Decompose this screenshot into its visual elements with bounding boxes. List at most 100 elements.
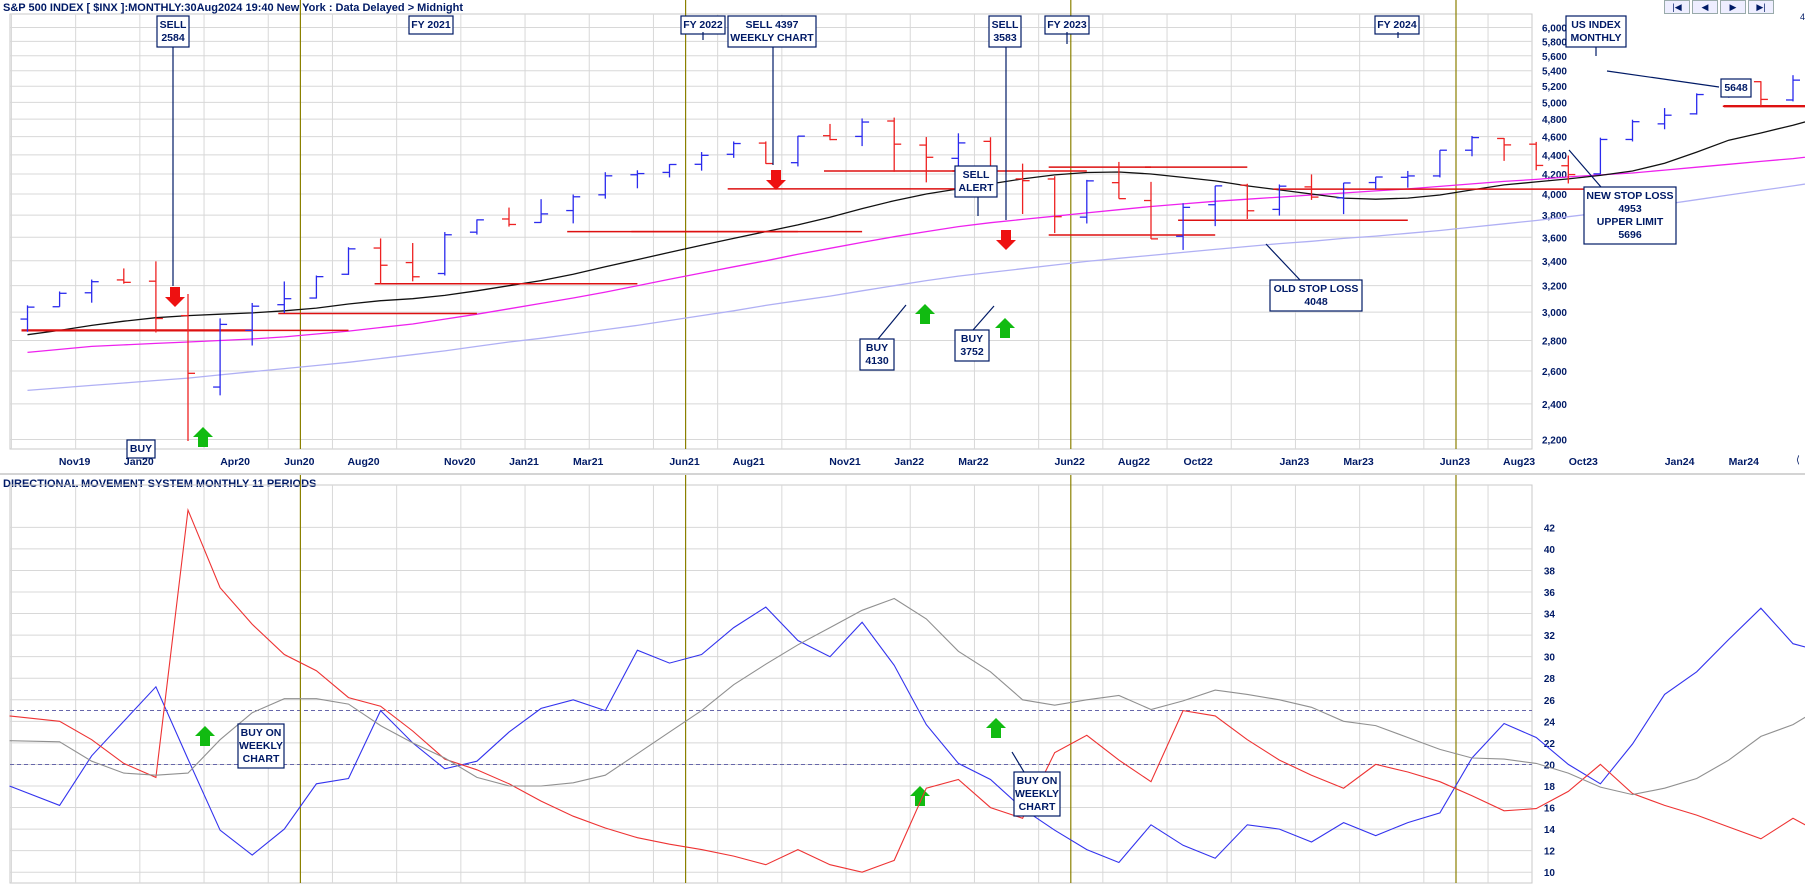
ohlc-bar [21,305,35,331]
new-stop-loss-pointer [1569,150,1601,187]
ohlc-bar [1465,136,1479,156]
dmi-y-tick-label: 16 [1544,804,1556,815]
x-axis-label: Jun20 [284,456,315,468]
dmi-y-tick-label: 24 [1544,717,1556,728]
x-axis-label: Mar21 [573,456,604,468]
buy-bottom-label: BUY [127,440,155,458]
sell-4397-label-text: WEEKLY CHART [730,32,814,44]
price-y-tick-label: 5,600 [1542,52,1567,63]
dmi-y-tick-label: 14 [1544,825,1556,836]
x-axis-label: Aug21 [733,456,765,468]
dmi-y-tick-label: 10 [1544,868,1556,879]
dmi-y-tick-label: 42 [1544,523,1556,534]
ohlc-bar [791,136,805,167]
ohlc-bar [438,232,452,275]
price-y-tick-label: 5,000 [1542,98,1567,109]
ohlc-bar [1080,180,1094,224]
x-axis-label: Apr20 [220,456,250,468]
ohlc-bar [1240,184,1254,219]
ohlc-bar [663,164,677,177]
buy-4130-label-text: 4130 [865,355,889,367]
new-stop-loss-label-text: NEW STOP LOSS [1586,190,1673,202]
ohlc-bar [1176,203,1190,250]
ohlc-bar [85,280,99,303]
ohlc-bar [1433,150,1447,177]
dmi-y-tick-label: 40 [1544,545,1556,556]
scroll-last-button[interactable]: ▶| [1748,0,1774,14]
price-y-tick-label: 3,000 [1542,308,1567,319]
x-axis-label: Jan21 [509,456,539,468]
ohlc-bar [406,243,420,281]
price-y-tick-label: 5,200 [1542,82,1567,93]
last-price-label: 5648 [1721,79,1751,97]
ohlc-bar [759,141,773,163]
ohlc-bar [117,268,131,283]
ohlc-bar [1497,138,1511,161]
scroll-back-button[interactable]: ◀ [1692,0,1718,14]
x-axis-label: Jun23 [1440,456,1471,468]
sell-2584-label-text: 2584 [161,32,185,44]
dmi-chart-title: DIRECTIONAL MOVEMENT SYSTEM MONTHLY 11 P… [3,478,316,490]
x-axis-label: Jun21 [669,456,700,468]
fy2024-label: FY 2024 [1375,16,1419,34]
ohlc-bar [470,219,484,234]
ohlc-bar [919,137,933,182]
scale-glyph: ⟨ [1796,455,1800,466]
x-axis-label: Oct23 [1569,456,1598,468]
x-axis-label: Nov19 [59,456,91,468]
x-axis-label: Aug22 [1118,456,1150,468]
price-y-tick-label: 2,400 [1542,400,1567,411]
buy-arrow [915,304,935,324]
sell-alert-label-text: ALERT [959,182,995,194]
x-axis-label: Nov20 [444,456,476,468]
scroll-first-button[interactable]: |◀ [1664,0,1690,14]
dmi-y-tick-label: 26 [1544,696,1556,707]
scroll-forward-button[interactable]: ▶ [1720,0,1746,14]
ohlc-bar [1305,174,1319,199]
last-price-pointer [1607,71,1719,87]
last-price-label-text: 5648 [1724,82,1748,94]
sell-arrow [165,287,185,307]
price-y-tick-label: 3,200 [1542,282,1567,293]
us-index-monthly-label-text: MONTHLY [1571,32,1622,44]
dmi-y-tick-label: 34 [1544,610,1556,621]
us-index-monthly-label-text: US INDEX [1571,19,1621,31]
buy-on-weekly-chart-label-text: WEEKLY [239,740,283,752]
buy-on-weekly-chart-label-text: CHART [243,753,280,765]
buy-on-weekly-pointer [1012,752,1024,772]
buy-arrow [995,318,1015,338]
ohlc-bar [1754,81,1768,106]
dmi-panel-frame [10,485,1532,883]
buy-arrow [193,427,213,447]
sell-2584-label-text: SELL [160,19,187,31]
fy2022-label: FY 2022 [681,16,725,34]
dmi-y-tick-label: 36 [1544,588,1556,599]
buy-3752-label-text: 3752 [960,346,984,358]
price-y-tick-label: 5,800 [1542,37,1567,48]
x-axis-label: Mar23 [1343,456,1374,468]
price-y-tick-label: 3,800 [1542,211,1567,222]
ohlc-bar [1593,138,1607,175]
price-chart-title: S&P 500 INDEX [ $INX ]:MONTHLY:30Aug2024… [3,2,463,14]
ohlc-bar [823,124,837,140]
sell-3583-label-text: SELL [992,19,1019,31]
ohlc-bar [309,276,323,299]
scale-glyph: 4 [1800,12,1805,22]
x-axis-label: Nov21 [829,456,861,468]
dmi-y-tick-label: 30 [1544,653,1556,664]
x-axis-label: Aug20 [347,456,379,468]
sell-arrow [996,230,1016,250]
ohlc-bar [855,118,869,146]
new-stop-loss-label-text: 5696 [1618,229,1642,241]
dmi-minus-line [10,510,1805,872]
x-axis-label: Jun22 [1055,456,1086,468]
price-y-tick-label: 3,600 [1542,233,1567,244]
